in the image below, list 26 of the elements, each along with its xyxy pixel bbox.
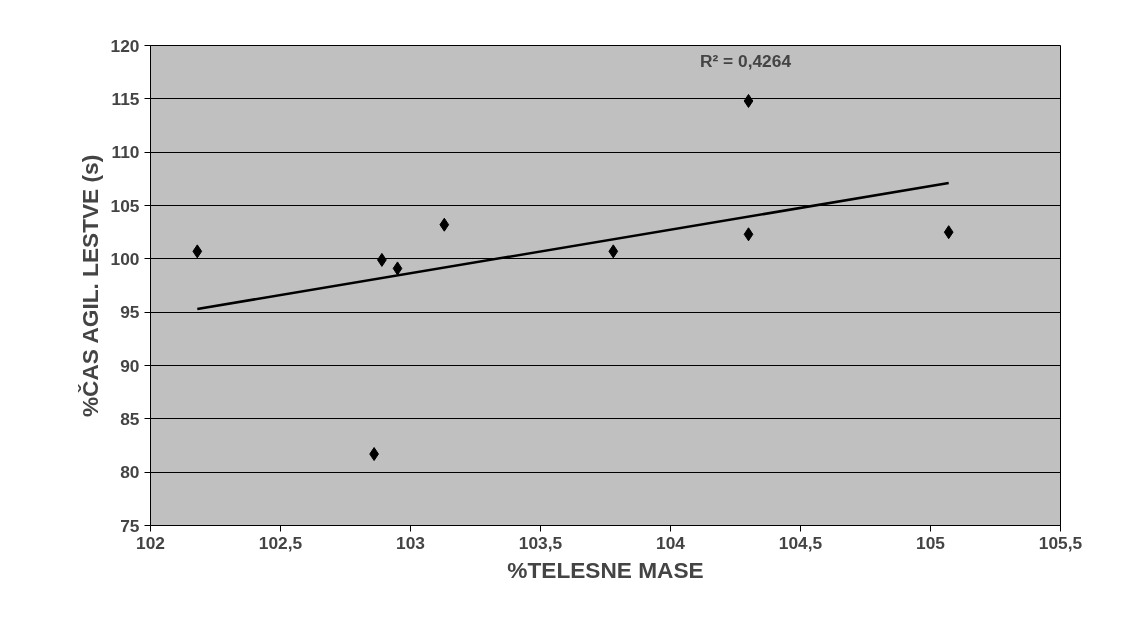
y-tick-label: 80 <box>120 462 140 483</box>
y-tick-label: 115 <box>111 88 140 109</box>
x-axis-title: %TELESNE MASE <box>507 556 704 583</box>
x-tick-label: 103 <box>396 532 426 553</box>
x-tick-label: 104 <box>656 532 686 553</box>
y-tick-label: 85 <box>120 408 140 429</box>
point <box>608 244 619 259</box>
y-tick-label: 105 <box>110 195 140 216</box>
x-tick-label: 104,5 <box>778 532 823 553</box>
y-tick-label: 100 <box>110 248 140 269</box>
x-tick-label: 105 <box>916 532 946 553</box>
x-tick-label: 102,5 <box>258 532 303 553</box>
point <box>743 93 754 108</box>
annotation: R² = 0,4264 <box>699 50 792 71</box>
point <box>439 217 450 232</box>
point <box>392 261 403 276</box>
point <box>192 244 203 259</box>
y-tick-label: 110 <box>111 142 140 163</box>
y-tick-label: 95 <box>120 302 140 323</box>
point <box>943 225 954 240</box>
y-axis-title: %ČAS AGIL. LESTVE (s) <box>76 154 103 418</box>
y-tick-label: 90 <box>120 355 140 376</box>
x-tick-label: 105,5 <box>1038 532 1083 553</box>
point <box>743 227 754 242</box>
y-tick-label: 120 <box>110 35 140 56</box>
x-tick-label: 103,5 <box>518 532 563 553</box>
